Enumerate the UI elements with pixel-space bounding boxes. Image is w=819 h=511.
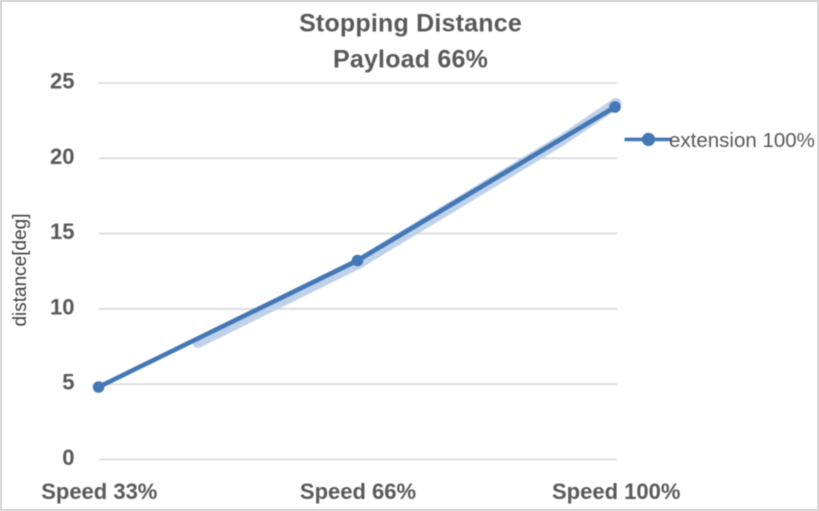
svg-text:Speed 100%: Speed 100%	[552, 479, 680, 504]
svg-text:5: 5	[62, 370, 74, 395]
svg-text:extension 100%: extension 100%	[669, 129, 815, 152]
svg-text:Stopping Distance: Stopping Distance	[299, 10, 522, 38]
svg-text:10: 10	[50, 294, 74, 319]
svg-text:distance[deg]: distance[deg]	[10, 213, 31, 326]
svg-text:Speed 66%: Speed 66%	[300, 479, 416, 504]
svg-text:Speed 33%: Speed 33%	[41, 479, 157, 504]
svg-text:Payload 66%: Payload 66%	[333, 45, 488, 73]
svg-text:0: 0	[62, 445, 74, 470]
svg-text:15: 15	[50, 219, 74, 244]
svg-text:25: 25	[50, 69, 74, 94]
svg-text:20: 20	[50, 144, 74, 169]
